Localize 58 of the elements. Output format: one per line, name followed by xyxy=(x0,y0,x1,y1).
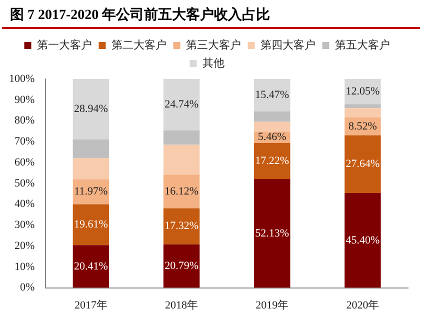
x-tick-label: 2020年 xyxy=(346,299,380,312)
chart-title: 图 7 2017-2020 年公司前五大客户收入占比 xyxy=(2,0,420,29)
legend-label: 其他 xyxy=(202,56,224,70)
bar xyxy=(72,204,110,246)
y-tick-label: 0% xyxy=(20,282,35,294)
y-tick-label: 10% xyxy=(14,260,35,273)
bar xyxy=(72,245,110,288)
bar xyxy=(163,244,200,288)
x-tick-label: 2019年 xyxy=(256,299,289,312)
y-tick-label: 90% xyxy=(14,94,35,106)
data-label: 45.40% xyxy=(346,234,380,246)
bar xyxy=(344,135,381,194)
bar xyxy=(72,79,110,140)
data-label: 8.52% xyxy=(348,120,377,132)
bar xyxy=(163,144,200,175)
data-label: 20.79% xyxy=(164,260,198,272)
bar xyxy=(344,108,381,118)
x-tick-label: 2017年 xyxy=(74,299,108,312)
bar xyxy=(163,130,200,145)
x-tick-label: 2018年 xyxy=(165,299,198,312)
y-tick-label: 40% xyxy=(14,198,35,210)
bar xyxy=(344,104,381,108)
data-label: 17.32% xyxy=(164,220,198,232)
bar xyxy=(163,174,200,208)
legend-label: 第三大客户 xyxy=(186,38,241,52)
data-label: 24.74% xyxy=(164,98,198,111)
bar xyxy=(72,139,110,158)
bar xyxy=(163,79,200,131)
data-label: 27.64% xyxy=(346,158,380,170)
legend-label: 第四大客户 xyxy=(260,38,316,52)
y-tick-label: 30% xyxy=(14,219,35,232)
y-tick-label: 70% xyxy=(14,136,35,148)
y-tick-label: 20% xyxy=(14,240,35,252)
bar xyxy=(163,208,200,244)
bar xyxy=(72,158,110,180)
y-tick-label: 80% xyxy=(14,114,35,127)
bar xyxy=(344,193,381,288)
data-label: 16.12% xyxy=(164,185,198,198)
bar xyxy=(254,111,290,122)
y-tick-label: 60% xyxy=(14,156,35,168)
bar xyxy=(254,142,290,179)
legend-label: 第一大客户 xyxy=(36,38,92,52)
bar xyxy=(254,178,290,288)
bar xyxy=(254,122,290,132)
data-label: 12.05% xyxy=(346,85,380,98)
data-label: 28.94% xyxy=(74,103,108,116)
legend-label: 第二大客户 xyxy=(111,38,166,52)
y-tick-label: 50% xyxy=(14,177,35,190)
data-label: 5.46% xyxy=(258,131,286,144)
data-label: 19.61% xyxy=(74,218,108,231)
data-label: 11.97% xyxy=(74,186,108,198)
y-tick-label: 100% xyxy=(8,72,35,85)
data-label: 52.13% xyxy=(255,227,290,240)
data-label: 17.22% xyxy=(255,154,290,167)
bar xyxy=(254,79,290,112)
data-label: 20.41% xyxy=(74,260,108,272)
legend-label: 第五大客户 xyxy=(334,38,390,52)
data-label: 15.47% xyxy=(255,89,290,102)
